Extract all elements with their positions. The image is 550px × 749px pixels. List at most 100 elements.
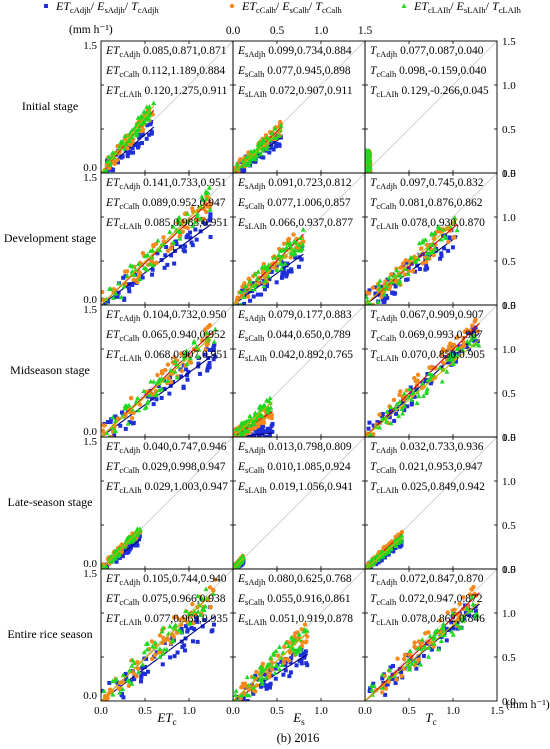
point-lai bbox=[415, 256, 421, 262]
point-adj bbox=[260, 423, 265, 428]
point-adj bbox=[169, 253, 174, 258]
point-lai bbox=[266, 398, 272, 403]
point-adj bbox=[298, 653, 303, 658]
panel-stats: EsAdjh 0.099,0.734,0.884 EsCalh 0.077,0.9… bbox=[237, 45, 353, 99]
point-adj bbox=[194, 237, 199, 242]
point-adj bbox=[367, 688, 372, 693]
stat-line-sAdjh: EsAdjh 0.091,0.723,0.812 bbox=[237, 177, 352, 191]
point-lai bbox=[425, 377, 431, 383]
point-adj bbox=[139, 674, 144, 679]
fit-line-lai bbox=[101, 589, 216, 701]
point-lai bbox=[425, 255, 431, 260]
point-lai bbox=[414, 400, 420, 405]
point-lai bbox=[365, 149, 370, 154]
point-lai bbox=[246, 162, 252, 167]
point-adj bbox=[128, 543, 133, 548]
panel-r0-c2: TcAdjh 0.077,0.087,0.040 TcCalh 0.098,-0.… bbox=[364, 40, 498, 174]
point-adj bbox=[380, 676, 385, 681]
point-lai bbox=[473, 611, 479, 617]
point-lai bbox=[175, 215, 181, 221]
point-lai bbox=[195, 593, 201, 598]
point-adj bbox=[121, 695, 126, 700]
point-lai bbox=[412, 658, 418, 664]
point-lai bbox=[117, 690, 123, 695]
point-cal bbox=[446, 239, 451, 245]
panel-stats: EsAdjh 0.079,0.177,0.883 EsCalh 0.044,0.6… bbox=[237, 309, 353, 363]
point-adj bbox=[123, 274, 128, 279]
stat-line-cCalh: ETcCalh 0.089,0.952,0.947 bbox=[105, 197, 226, 211]
point-lai bbox=[252, 410, 258, 416]
point-lai bbox=[205, 190, 211, 195]
bottom-tick-label: 0.0 bbox=[94, 705, 108, 717]
point-lai bbox=[287, 240, 293, 245]
point-cal bbox=[207, 323, 213, 328]
point-lai bbox=[387, 667, 393, 672]
bottom-tick-label: 0.0 bbox=[226, 705, 240, 717]
stat-line-sCalh: EsCalh 0.044,0.650,0.789 bbox=[237, 329, 351, 343]
point-lai bbox=[196, 347, 202, 352]
point-lai bbox=[145, 640, 151, 646]
point-lai bbox=[147, 261, 153, 267]
plot-area bbox=[101, 569, 233, 701]
point-lai bbox=[135, 127, 141, 133]
point-cal bbox=[213, 577, 218, 583]
point-adj bbox=[293, 255, 298, 260]
point-adj bbox=[256, 677, 261, 682]
point-lai bbox=[388, 404, 394, 410]
point-adj bbox=[398, 667, 403, 672]
point-lai bbox=[125, 421, 131, 426]
point-adj bbox=[260, 428, 265, 433]
point-adj bbox=[241, 699, 246, 701]
fit-line-cal bbox=[365, 223, 458, 305]
plot-area bbox=[365, 173, 497, 305]
series-lai bbox=[365, 533, 405, 569]
point-adj bbox=[186, 369, 191, 374]
fit-line-lai bbox=[365, 537, 403, 569]
point-lai bbox=[247, 159, 253, 164]
point-cal bbox=[254, 683, 260, 688]
stat-line-cLAIh: TcLAIh 0.070,0.850,0.905 bbox=[370, 349, 485, 363]
point-lai bbox=[398, 273, 404, 278]
point-adj bbox=[184, 367, 189, 372]
point-adj bbox=[277, 143, 282, 148]
point-adj bbox=[140, 141, 145, 146]
point-lai bbox=[105, 302, 109, 305]
bottom-tick-label: 1.0 bbox=[446, 705, 460, 717]
point-lai bbox=[262, 278, 268, 284]
stat-line-cCalh: TcCalh 0.081,0.876,0.862 bbox=[370, 197, 483, 211]
point-lai bbox=[273, 663, 279, 668]
point-lai bbox=[122, 403, 128, 409]
point-lai bbox=[106, 158, 112, 164]
point-lai bbox=[439, 378, 445, 384]
point-lai bbox=[108, 286, 114, 292]
point-adj bbox=[464, 344, 469, 349]
point-lai bbox=[265, 409, 271, 415]
point-cal bbox=[159, 369, 165, 374]
point-lai bbox=[266, 273, 272, 279]
stat-line-cAdjh: TcAdjh 0.077,0.087,0.040 bbox=[370, 45, 484, 59]
point-adj bbox=[394, 411, 399, 416]
point-lai bbox=[431, 641, 437, 646]
point-lai bbox=[233, 688, 239, 693]
point-adj bbox=[399, 670, 404, 675]
point-lai bbox=[200, 197, 206, 203]
point-lai bbox=[265, 404, 271, 410]
point-lai bbox=[379, 672, 385, 677]
panel-r3-c0: ETcAdjh 0.040,0.747,0.946 ETcCalh 0.029,0… bbox=[100, 436, 234, 570]
point-cal bbox=[473, 317, 478, 322]
left-tick-label: 0.0 bbox=[83, 426, 97, 438]
point-adj bbox=[446, 248, 451, 253]
panel-r3-c2: TcAdjh 0.032,0.733,0.936 TcCalh 0.021,0.9… bbox=[364, 436, 498, 570]
right-tick-label: 0.5 bbox=[502, 388, 516, 400]
point-lai bbox=[206, 185, 212, 190]
point-adj bbox=[274, 264, 279, 269]
point-lai bbox=[241, 294, 247, 299]
point-cal bbox=[152, 652, 158, 658]
point-lai bbox=[233, 692, 238, 697]
point-adj bbox=[380, 284, 385, 289]
point-adj bbox=[424, 263, 429, 268]
point-cal bbox=[168, 246, 173, 251]
point-lai bbox=[150, 247, 156, 253]
point-lai bbox=[173, 622, 179, 627]
point-lai bbox=[300, 227, 306, 232]
